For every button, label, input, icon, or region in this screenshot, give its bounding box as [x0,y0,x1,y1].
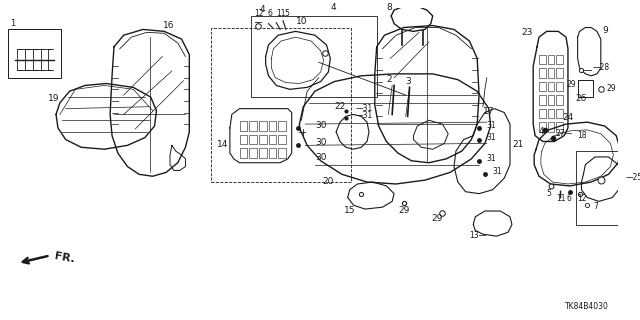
Bar [539,68,546,78]
Text: 7: 7 [593,202,598,211]
Bar [548,68,554,78]
Text: 29: 29 [431,214,442,223]
Bar [239,148,247,158]
Text: 22: 22 [334,102,346,111]
Text: —31: —31 [355,104,372,113]
Bar [269,148,276,158]
Text: 9: 9 [603,26,609,35]
Bar [556,108,563,118]
Text: —28: —28 [593,63,610,72]
Text: TK84B4030: TK84B4030 [564,302,609,311]
Bar [8,29,61,78]
Bar [556,82,563,91]
Bar [259,121,267,131]
Text: 12: 12 [578,194,587,204]
Text: 29: 29 [398,206,410,215]
Text: 31: 31 [493,167,502,176]
Text: 16: 16 [163,20,175,29]
Text: 13—: 13— [469,231,486,240]
Text: 5: 5 [547,188,552,197]
Bar [239,135,247,144]
Text: 4: 4 [539,127,545,136]
Text: 12: 12 [254,9,264,18]
Bar [278,135,286,144]
Text: 17: 17 [483,108,495,116]
Text: —31: —31 [355,111,372,120]
Text: 6: 6 [567,194,572,204]
Bar [556,122,563,132]
Bar [251,16,377,97]
Text: 30: 30 [315,153,326,162]
Text: 4: 4 [260,5,266,14]
Text: 15: 15 [344,206,355,215]
Text: 8: 8 [387,3,392,12]
Bar [556,68,563,78]
Bar [278,148,286,158]
Bar [548,95,554,105]
Bar [211,28,351,182]
Bar [259,148,267,158]
Bar [269,135,276,144]
Text: 30: 30 [315,138,326,147]
Text: 11: 11 [276,9,285,18]
Bar [539,122,546,132]
Text: 2: 2 [387,75,392,84]
Text: 23: 23 [522,28,533,37]
Bar [259,135,267,144]
Text: 31: 31 [487,121,497,130]
Text: 3: 3 [406,76,412,85]
Text: 5: 5 [284,9,289,18]
Bar [249,135,257,144]
Bar [269,121,276,131]
Bar [539,82,546,91]
Bar [278,121,286,131]
Text: 29: 29 [566,80,575,89]
Bar [548,122,554,132]
Bar [556,54,563,64]
Bar [539,95,546,105]
Text: 24: 24 [563,113,573,122]
Bar [539,108,546,118]
Text: 30: 30 [315,121,326,130]
Bar [539,54,546,64]
Bar [239,121,247,131]
Bar [548,82,554,91]
Text: 27—: 27— [556,129,573,138]
Text: 1: 1 [10,19,15,28]
Bar [578,80,593,97]
Text: 31: 31 [487,132,497,141]
Text: 6: 6 [268,9,273,18]
Text: 19: 19 [49,94,60,103]
Text: 31: 31 [487,154,497,163]
Text: 4: 4 [330,3,336,12]
Text: 21: 21 [512,140,524,149]
Text: 20: 20 [323,177,334,186]
Text: 11: 11 [556,194,566,204]
Text: —25: —25 [626,173,640,182]
Text: 14: 14 [216,140,228,149]
Text: 26: 26 [576,94,587,103]
Bar [548,54,554,64]
Bar [249,121,257,131]
Text: FR.: FR. [54,251,76,264]
Text: 29: 29 [607,84,616,93]
Bar [556,95,563,105]
Bar [576,151,630,225]
Text: 10: 10 [296,17,307,26]
Bar [249,148,257,158]
Bar [548,108,554,118]
Text: 18: 18 [578,131,587,140]
